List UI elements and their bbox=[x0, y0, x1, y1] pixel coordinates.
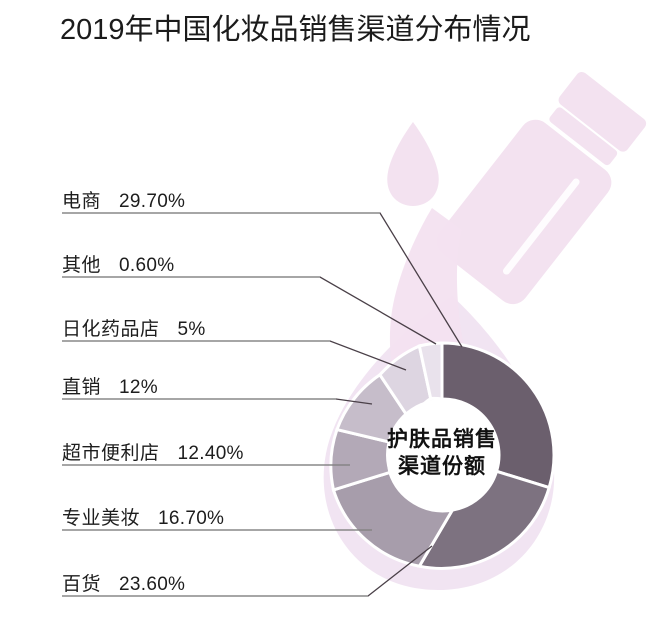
legend-item-qita[interactable]: 其他 0.60% bbox=[62, 250, 174, 277]
legend-value-chaoshibianlidian: 12.40% bbox=[177, 443, 244, 464]
slice-dianshang[interactable] bbox=[440, 341, 556, 490]
slice-baihuo[interactable] bbox=[416, 469, 552, 570]
legend-item-baihuo[interactable]: 百货 23.60% bbox=[62, 569, 185, 596]
legend-label-baihuo: 百货 bbox=[62, 574, 102, 595]
center-caption-line2: 渠道份额 bbox=[398, 455, 486, 478]
legend-value-dianshang: 29.70% bbox=[119, 191, 186, 212]
legend-value-qita: 0.60% bbox=[119, 255, 175, 276]
legend-label-rihuayaopindian: 日化药品店 bbox=[62, 319, 160, 340]
legend-item-zhuanyemeizhuang[interactable]: 专业美妆 16.70% bbox=[62, 503, 224, 530]
legend-item-rihuayaopindian[interactable]: 日化药品店 5% bbox=[62, 314, 206, 341]
page-title: 2019年中国化妆品销售渠道分布情况 bbox=[60, 14, 531, 46]
donut-hole bbox=[386, 399, 498, 511]
legend-value-baihuo: 23.60% bbox=[119, 574, 186, 595]
legend-value-zhixiao: 12% bbox=[119, 377, 158, 398]
legend-label-zhuanyemeizhuang: 专业美妆 bbox=[62, 508, 141, 529]
legend-value-rihuayaopindian: 5% bbox=[177, 319, 206, 340]
donut-center-caption: 护肤品销售 渠道份额 bbox=[372, 426, 512, 480]
leader-line-rihuayaopindian bbox=[62, 340, 407, 371]
legend-item-zhixiao[interactable]: 直销 12% bbox=[62, 372, 158, 399]
legend-item-dianshang[interactable]: 电商 29.70% bbox=[62, 186, 185, 213]
leader-line-zhixiao bbox=[62, 398, 373, 405]
legend-value-zhuanyemeizhuang: 16.70% bbox=[158, 508, 225, 529]
legend-label-qita: 其他 bbox=[62, 255, 102, 276]
center-caption-line1: 护肤品销售 bbox=[387, 428, 497, 451]
legend-item-chaoshibianlidian[interactable]: 超市便利店 12.40% bbox=[62, 438, 244, 465]
legend-label-chaoshibianlidian: 超市便利店 bbox=[62, 443, 160, 464]
legend-label-zhixiao: 直销 bbox=[62, 377, 102, 398]
legend-label-dianshang: 电商 bbox=[62, 191, 102, 212]
